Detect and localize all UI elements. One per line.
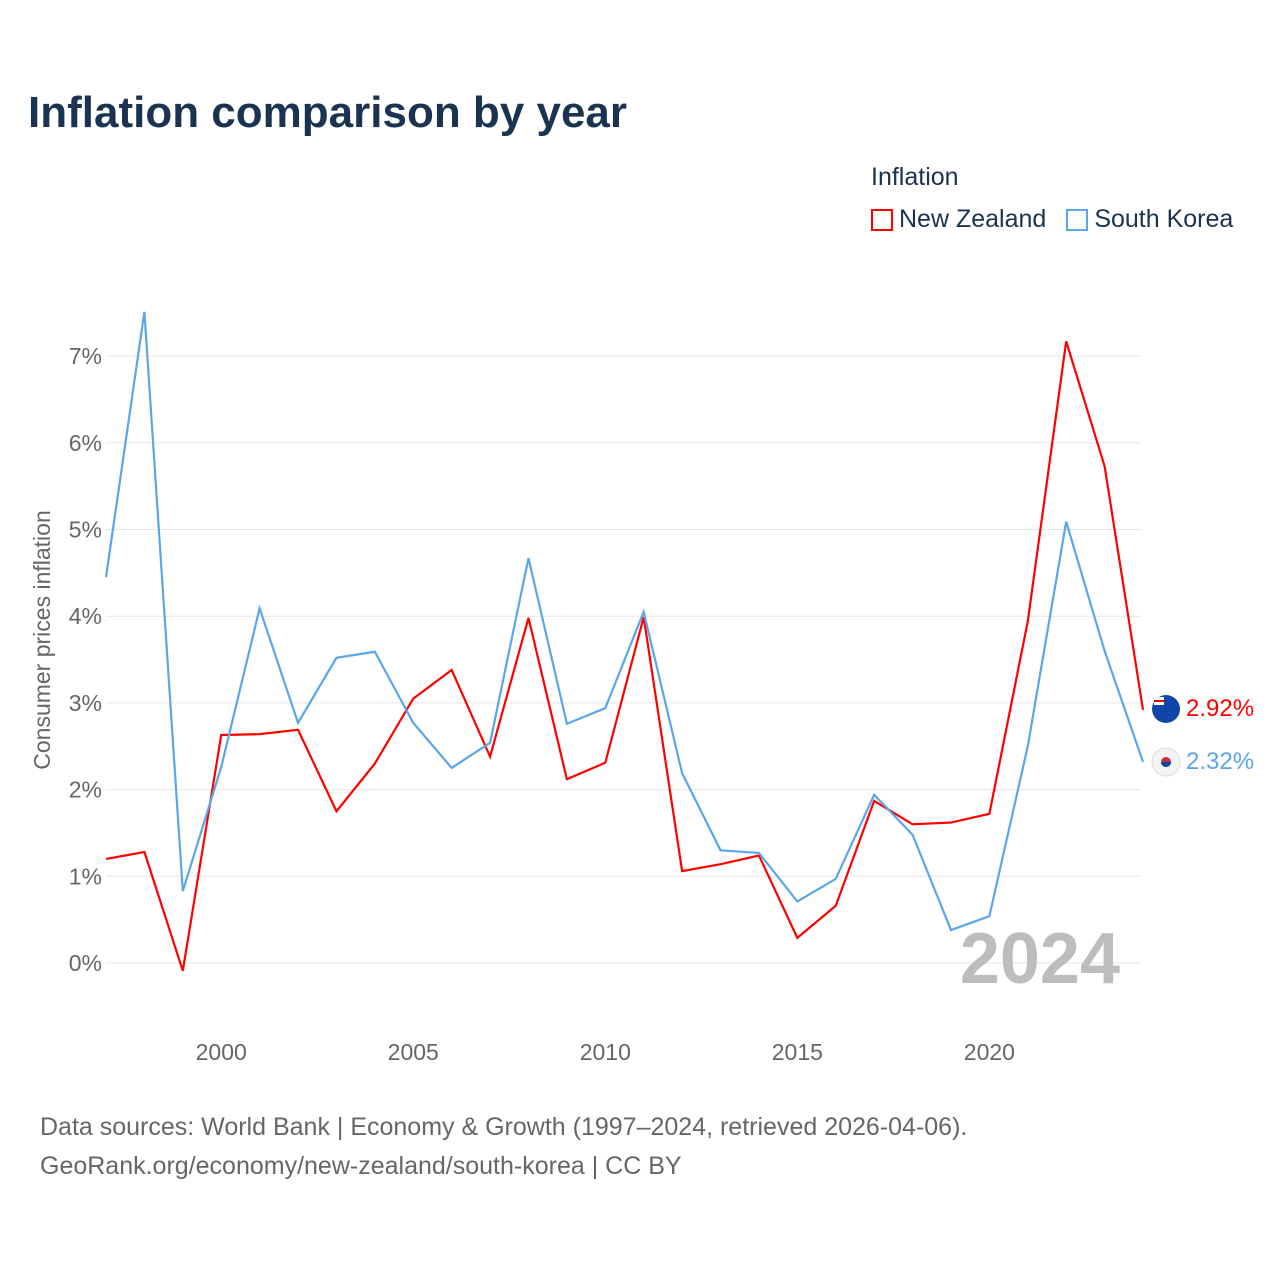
y-tick-label: 1% [69,863,102,889]
source-note: Data sources: World Bank | Economy & Gro… [40,1108,967,1186]
y-tick-label: 4% [69,603,102,629]
series-line-south-korea [104,311,1145,932]
legend-label: South Korea [1094,205,1234,233]
legend-item-new-zealand[interactable]: New Zealand [871,205,1046,234]
source-line-2: GeoRank.org/economy/new-zealand/south-ko… [40,1152,682,1180]
end-value-label: 2.32% [1186,748,1254,775]
x-tick-label: 2015 [772,1039,823,1065]
legend-item-south-korea[interactable]: South Korea [1066,205,1233,234]
legend-swatch-new-zealand [871,208,893,231]
series-line-new-zealand [105,341,1145,972]
y-tick-label: 5% [69,517,102,543]
year-watermark: 2024 [960,919,1120,999]
y-tick-label: 2% [69,777,102,803]
source-line-1: Data sources: World Bank | Economy & Gro… [40,1113,968,1141]
legend: New Zealand South Korea [871,205,1233,234]
legend-title: Inflation [871,163,959,191]
x-tick-label: 2020 [964,1039,1015,1065]
y-tick-label: 6% [69,430,102,456]
legend-label: New Zealand [899,205,1047,233]
y-tick-label: 3% [69,690,102,716]
flag-taeguk-blue [1161,762,1171,767]
x-tick-label: 2000 [196,1039,247,1065]
chart-title: Inflation comparison by year [28,88,628,137]
y-tick-label: 0% [69,950,102,976]
legend-swatch-south-korea [1066,208,1089,231]
x-tick-label: 2005 [388,1039,439,1065]
y-axis-label: Consumer prices inflation [29,510,55,770]
y-tick-label: 7% [69,343,102,369]
x-tick-label: 2010 [580,1039,631,1065]
end-value-label: 2.92% [1186,695,1254,722]
